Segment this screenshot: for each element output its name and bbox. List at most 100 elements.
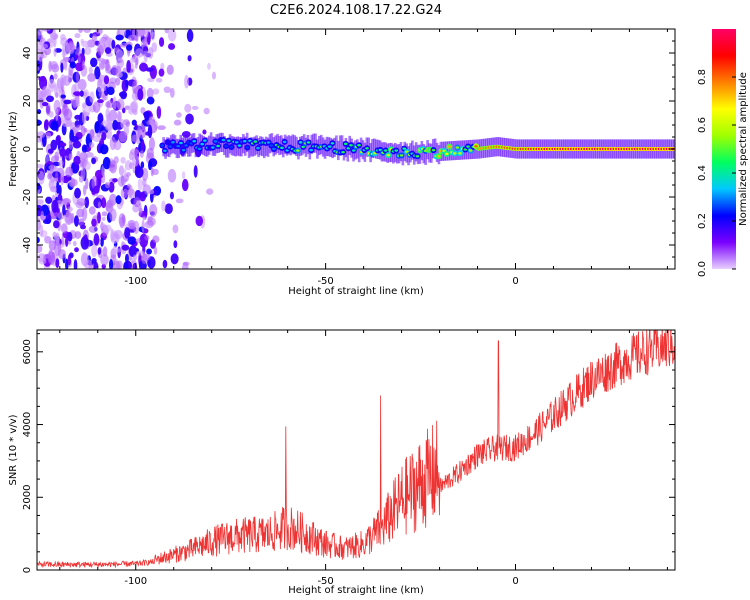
spectrogram-cell	[102, 156, 111, 170]
spectrogram-cell	[37, 66, 40, 71]
spectrogram-cell	[333, 137, 336, 157]
spectrogram-cell	[55, 135, 61, 146]
spectrogram-cell	[70, 136, 79, 143]
spectrogram-cell	[126, 59, 131, 73]
spectrogram-cell	[74, 247, 79, 253]
spectrogram-cell	[149, 203, 158, 218]
spectrogram-cell	[104, 63, 112, 74]
spectrogram-cell	[185, 113, 194, 125]
spectrogram-cell	[282, 140, 287, 144]
spectrogram-cells	[37, 29, 675, 269]
spectrogram-cell	[156, 105, 162, 119]
spectrogram-x-tick-label: 0	[512, 276, 518, 287]
spectrogram-panel: -100 -50 0 -40 -20 0 20 40 Height of straight …	[8, 28, 676, 297]
spectrogram-cell	[234, 137, 238, 157]
spectrogram-cell	[418, 144, 422, 164]
spectrogram-cell	[340, 135, 344, 155]
spectrogram-cell	[48, 164, 57, 171]
spectrogram-cell	[74, 114, 81, 120]
spectrogram-cell	[422, 144, 426, 164]
spectrogram-cell	[37, 182, 41, 191]
spectrogram-cell	[81, 102, 87, 109]
spectrogram-cell	[133, 196, 141, 208]
spectrogram-cell	[143, 48, 148, 63]
spectrogram-cell	[136, 125, 142, 138]
spectrogram-cell	[60, 62, 64, 73]
spectrogram-cell	[399, 154, 404, 157]
spectrogram-cell	[234, 141, 239, 144]
spectrogram-cell	[474, 145, 478, 148]
spectrogram-cell	[181, 171, 186, 180]
spectrogram-cell	[146, 248, 152, 255]
spectrogram-cell	[74, 54, 79, 60]
spectrogram-cell	[346, 142, 350, 162]
spectrogram-cell	[97, 99, 104, 104]
spectrogram-cell	[435, 142, 439, 163]
spectrogram-cell	[42, 101, 49, 107]
spectrogram-cell	[242, 140, 247, 143]
spectrogram-cell	[92, 135, 102, 143]
spectrogram-cell	[127, 188, 136, 200]
spectrogram-cell	[91, 218, 97, 227]
spectrogram-cell	[96, 78, 103, 93]
spectrogram-cell	[296, 149, 300, 152]
spectrogram-cell	[139, 150, 144, 158]
spectrogram-cell	[141, 219, 145, 233]
spectrogram-cell	[405, 150, 409, 153]
spectrogram-cell	[121, 244, 130, 251]
spectrogram-cell	[62, 204, 66, 216]
spectrogram-cell	[101, 197, 107, 209]
snr-y-tick-label: 0	[22, 567, 33, 573]
spectrogram-cell	[188, 137, 192, 157]
spectrogram-cell	[144, 235, 150, 241]
spectrogram-cell	[109, 160, 118, 174]
spectrogram-cell	[64, 59, 68, 71]
spectrogram-cell	[53, 73, 58, 80]
spectrogram-cell	[152, 235, 160, 244]
spectrogram-cell	[211, 71, 217, 80]
spectrogram-y-tick-label: 40	[22, 47, 33, 60]
spectrogram-cell	[42, 218, 51, 225]
spectrogram-cell	[181, 130, 191, 138]
spectrogram-cell	[132, 262, 138, 269]
spectrogram-cell	[82, 184, 87, 196]
spectrogram-cell	[111, 39, 116, 49]
spectrogram-cell	[37, 41, 43, 52]
figure-title: C2E6.2024.108.17.22.G24	[270, 3, 442, 18]
spectrogram-cell	[115, 65, 122, 78]
spectrogram-cell	[193, 165, 198, 178]
spectrogram-cell	[51, 199, 59, 213]
spectrogram-cell	[87, 73, 96, 82]
spectrogram-cell	[93, 233, 100, 246]
spectrogram-cell	[113, 140, 122, 151]
spectrogram-cell	[41, 29, 51, 32]
snr-x-label: Height of straight line (km)	[288, 585, 424, 596]
spectrogram-cell	[226, 139, 231, 142]
spectrogram-cell	[99, 58, 106, 69]
spectrogram-cell	[143, 37, 148, 49]
spectrogram-cell	[83, 127, 88, 133]
spectrogram-cell	[203, 139, 207, 142]
spectrogram-cell	[176, 112, 182, 118]
spectrogram-cell	[120, 118, 125, 129]
spectrogram-cell	[108, 259, 114, 269]
spectrogram-y-tick-label: 20	[22, 95, 33, 108]
spectrogram-cell	[127, 236, 137, 245]
spectrogram-cell	[167, 29, 177, 42]
spectrogram-cell	[173, 119, 182, 126]
spectrogram-cell	[53, 220, 60, 229]
spectrogram-cell	[221, 138, 226, 142]
spectrogram-cell	[60, 223, 68, 234]
spectrogram-cell	[192, 140, 197, 143]
spectrogram-cell	[106, 116, 113, 124]
spectrogram-cell	[314, 133, 317, 153]
spectrogram-cell	[64, 212, 74, 225]
spectrogram-cell	[112, 96, 117, 110]
spectrogram-cell	[424, 145, 427, 165]
spectrogram-cell	[168, 43, 176, 50]
snr-y-tick-label: 4000	[22, 412, 33, 437]
spectrogram-cell	[55, 258, 60, 269]
snr-panel: -100 -50 0 0 2000 4000 6000 Height of straigh…	[8, 329, 676, 596]
spectrogram-cell	[202, 129, 207, 135]
spectrogram-cell	[99, 144, 109, 155]
